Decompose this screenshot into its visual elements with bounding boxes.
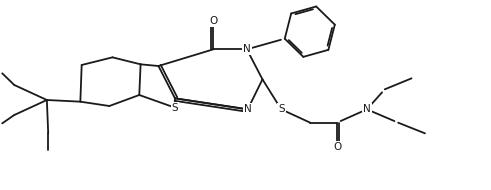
Text: N: N bbox=[363, 104, 371, 114]
Text: S: S bbox=[172, 103, 178, 113]
Text: O: O bbox=[209, 16, 218, 26]
Text: S: S bbox=[278, 104, 284, 114]
Text: N: N bbox=[244, 104, 251, 114]
Text: O: O bbox=[333, 142, 341, 152]
Text: N: N bbox=[243, 44, 251, 54]
